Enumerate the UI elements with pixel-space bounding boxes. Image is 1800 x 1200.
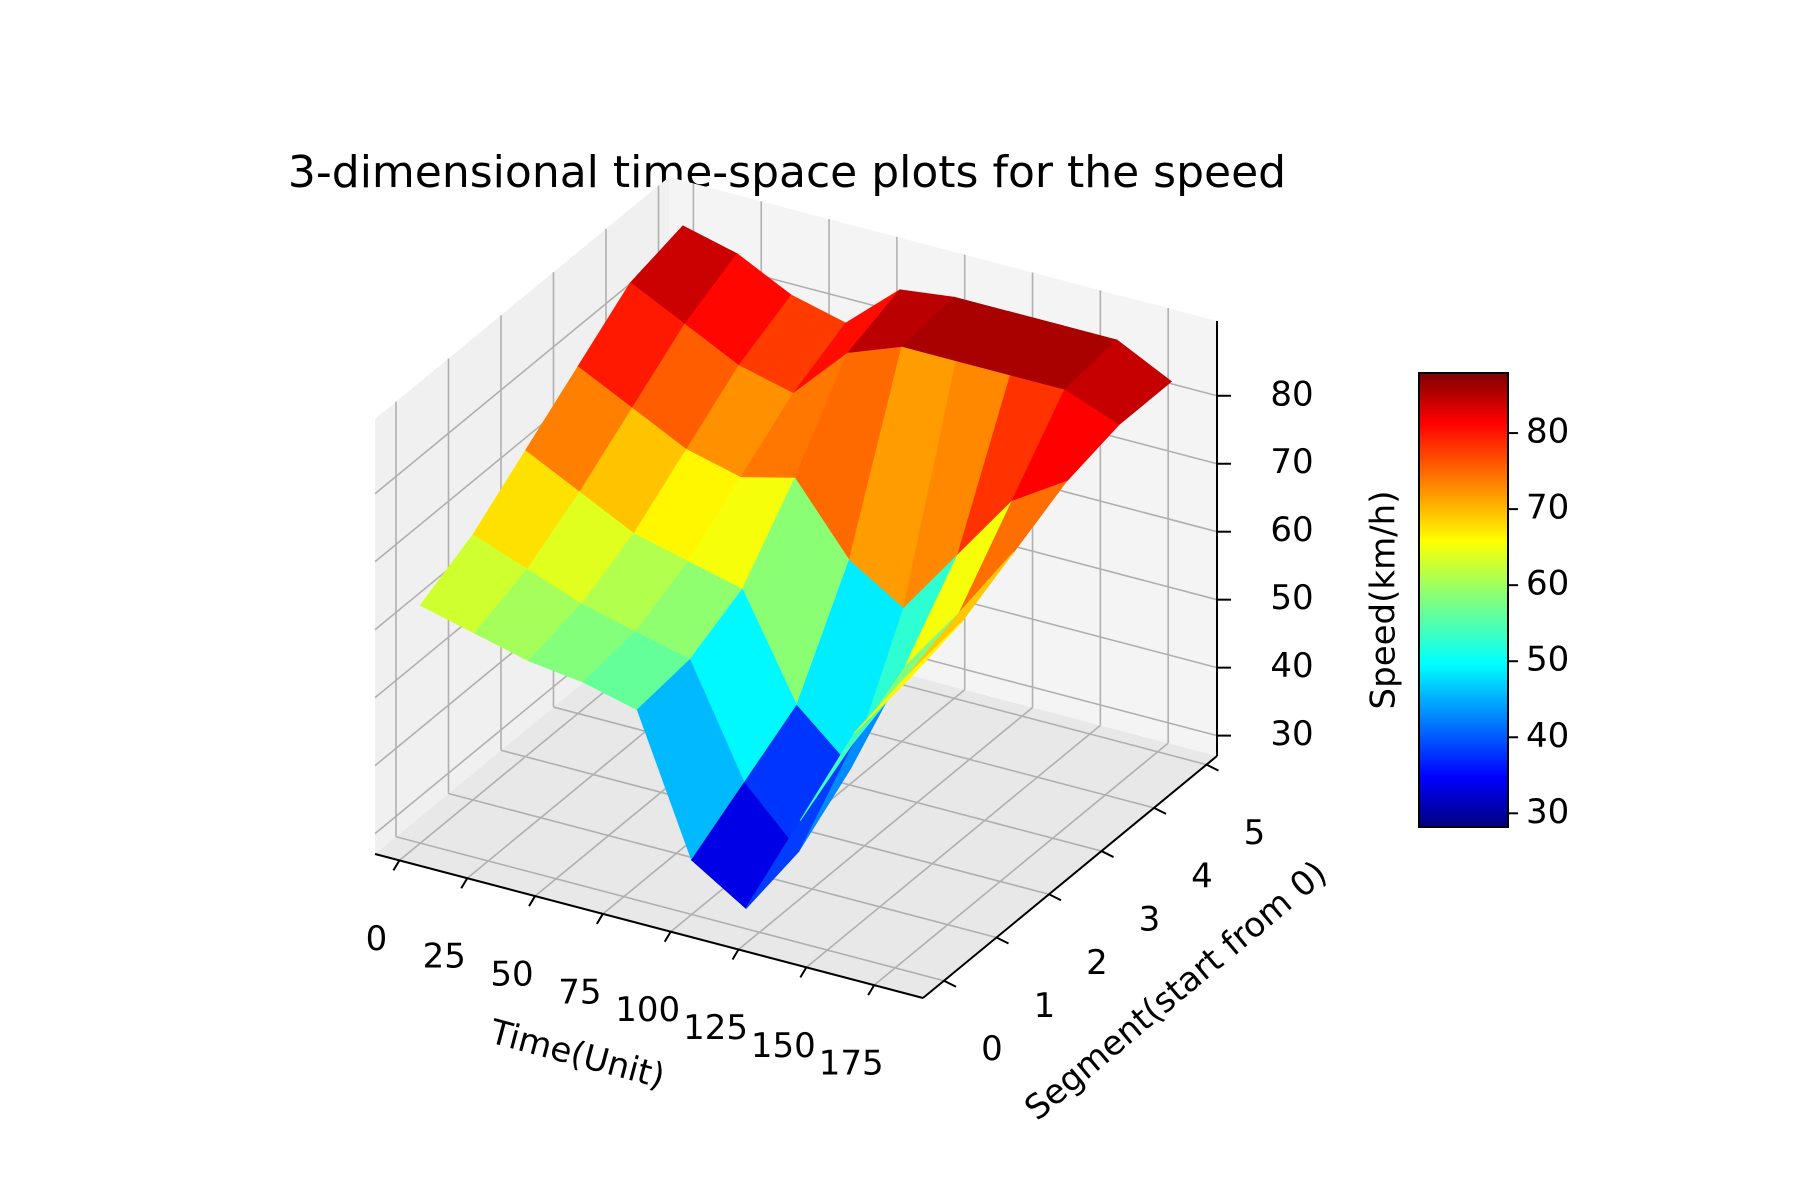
z-tick-label: 80 [1270, 374, 1313, 414]
tick-mark [663, 931, 672, 943]
y-tick-label: 2 [1086, 943, 1108, 983]
tick-mark [528, 895, 536, 907]
axis-line [922, 755, 1218, 999]
tick-mark [943, 979, 957, 988]
y-tick-label: 4 [1191, 856, 1213, 896]
colorbar-label: Speed(km/h) [1364, 491, 1404, 710]
grid-line [395, 835, 945, 982]
colorbar-tick-label: 70 [1526, 488, 1569, 528]
x-tick-label: 0 [366, 919, 388, 959]
y-tick-label: 3 [1139, 900, 1161, 940]
tick-mark [1101, 850, 1114, 858]
tick-mark [392, 859, 401, 871]
tick-mark [596, 913, 604, 925]
grid-line [738, 706, 1034, 951]
colorbar-tick-label: 60 [1526, 564, 1569, 604]
y-tick-label: 5 [1244, 813, 1266, 853]
z-tick-label: 40 [1270, 646, 1313, 686]
surface-patch [854, 622, 962, 734]
x-tick-label: 50 [490, 955, 533, 995]
tick-mark [1153, 806, 1167, 815]
x-tick-label: 150 [751, 1026, 816, 1066]
tick-mark [867, 984, 876, 996]
x-tick-label: 75 [558, 972, 601, 1012]
grid-line [873, 742, 1169, 986]
y-tick-label: 1 [1034, 986, 1056, 1026]
x-tick-label: 175 [819, 1044, 884, 1084]
x-tick-label: 25 [423, 937, 466, 977]
colorbar-tick-label: 30 [1526, 792, 1569, 832]
z-tick-label: 50 [1270, 578, 1313, 618]
grid-line [374, 251, 670, 495]
x-tick-label: 100 [615, 990, 680, 1030]
colorbar [1418, 372, 1509, 828]
z-tick-label: 70 [1270, 442, 1313, 482]
x-tick-label: 125 [683, 1008, 748, 1048]
grid-line [805, 724, 1101, 968]
y-axis-label: Segment(start from 0) [1017, 853, 1335, 1129]
tick-mark [460, 877, 469, 889]
colorbar-tick-label: 40 [1526, 716, 1569, 756]
z-tick-label: 60 [1270, 510, 1313, 550]
y-tick-label: 0 [981, 1029, 1003, 1069]
tick-mark [799, 966, 808, 978]
z-tick-label: 30 [1270, 714, 1313, 754]
tick-mark [1206, 763, 1219, 772]
tick-mark [996, 936, 1009, 945]
chart-title: 3-dimensional time-space plots for the s… [288, 147, 1286, 198]
tick-mark [731, 949, 740, 961]
colorbar-tick-label: 80 [1526, 412, 1569, 452]
colorbar-tick-label: 50 [1526, 640, 1569, 680]
tick-mark [1048, 893, 1062, 902]
